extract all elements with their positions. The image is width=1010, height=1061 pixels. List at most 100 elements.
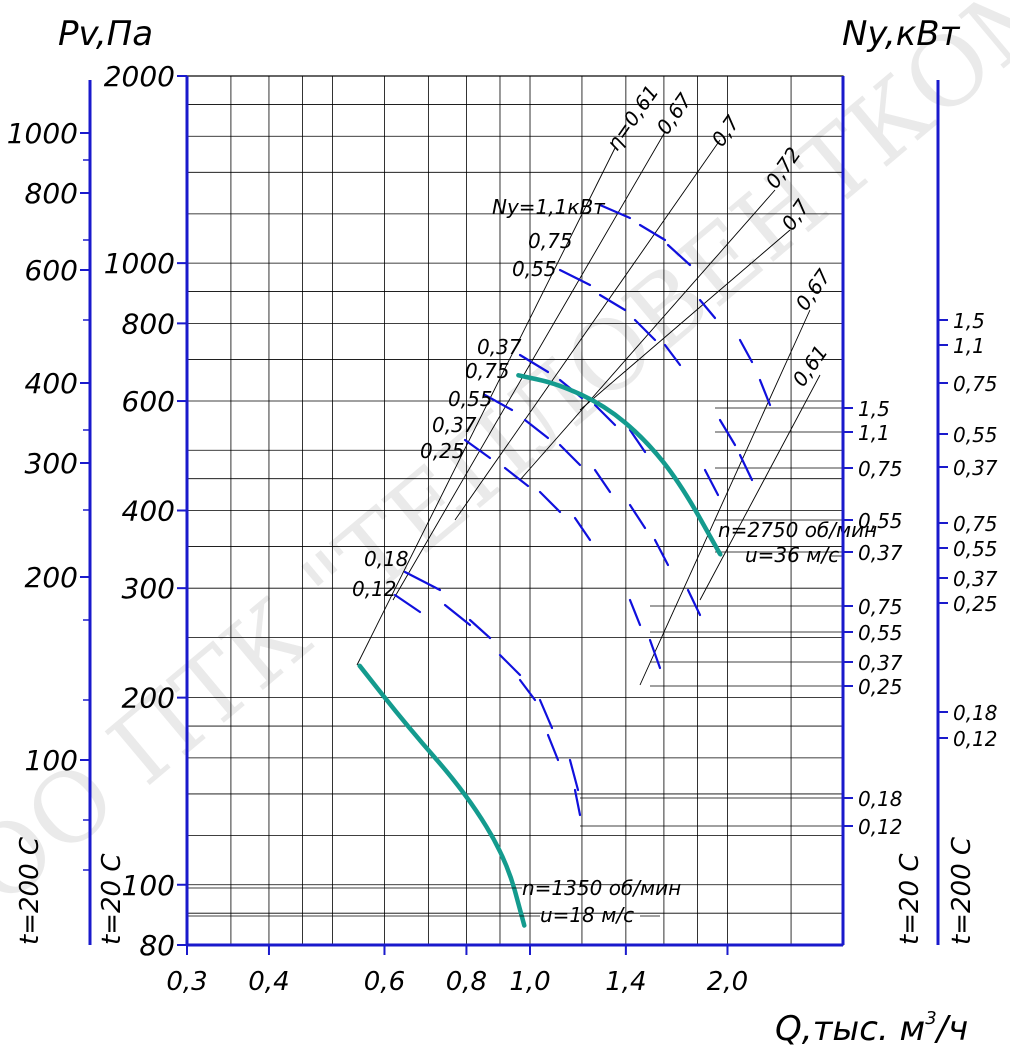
pressure-tick-label: 1000	[104, 247, 175, 280]
chart-axes: 0,3 0,4 0,6 0,8 1,0 1,4 2,0 80 100 200 300 400 600 80…	[7, 60, 998, 997]
power-200c-tick-label: 1,5	[953, 309, 985, 333]
temp-label-right-20c: t=20 С	[895, 853, 925, 945]
power-dashes: Ny=1,1кВт0,750,550,370,750,550,370,250,1…	[352, 195, 772, 817]
efficiency-label: 0,7	[706, 111, 744, 151]
pressure-200c-tick-label: 100	[25, 744, 78, 777]
x-axis-title-tail: /ч	[934, 1009, 969, 1049]
pressure-tick-label: 600	[122, 385, 175, 418]
annotation-high-velocity: u=36 м/с	[745, 543, 839, 567]
power-label-lower: 0,12	[352, 577, 397, 601]
efficiency-ray	[454, 139, 721, 521]
power-dash	[663, 343, 682, 367]
power-200c-tick-label: 0,18	[953, 701, 998, 725]
left-axis-title: Pv,Па	[58, 14, 153, 54]
power-dash	[593, 468, 612, 494]
efficiency-label: 0,67	[790, 264, 835, 314]
power-20c-tick-label: 0,25	[858, 675, 903, 699]
power-label-middle: 0,75	[465, 359, 510, 383]
pressure-tick-label: 400	[122, 495, 175, 528]
efficiency-ray	[392, 131, 666, 601]
pressure-200c-tick-label: 1000	[7, 117, 78, 150]
power-dash	[443, 603, 472, 627]
x-tick-label: 1,0	[509, 967, 550, 997]
power-dash	[628, 428, 647, 454]
power-dash	[463, 438, 492, 460]
power-20c-tick-label: 0,75	[858, 457, 903, 481]
efficiency-ray	[519, 189, 776, 481]
power-dash	[538, 490, 562, 514]
power-label-upper: Ny=1,1кВт	[492, 195, 606, 219]
power-dash	[403, 570, 442, 592]
power-label-lower: 0,18	[364, 547, 409, 571]
power-dash	[593, 403, 617, 427]
power-label-middle: 0,55	[448, 387, 493, 411]
power-dash	[518, 678, 537, 702]
temp-label-left-20c: t=20 С	[97, 853, 127, 945]
pressure-tick-label: 800	[122, 307, 175, 340]
power-dash	[393, 593, 422, 614]
chart-labels: Pv,Па Ny,кВт Q,тыс. м3/ч	[58, 14, 968, 1049]
efficiency-ray	[356, 147, 616, 666]
temp-label-right-200c: t=200 С	[947, 836, 977, 945]
efficiency-ray	[579, 229, 791, 411]
power-200c-tick-label: 0,75	[953, 372, 998, 396]
power-20c-tick-label: 0,75	[858, 595, 903, 619]
power-dash	[558, 443, 582, 467]
power-dash	[498, 653, 522, 677]
power-dash	[758, 378, 772, 407]
temp-label-left-200c: t=200 С	[15, 836, 45, 945]
x-tick-label: 2,0	[707, 967, 748, 997]
power-dash	[483, 393, 514, 412]
x-tick-label: 0,8	[446, 967, 487, 997]
x-axis-title-main: Q,тыс. м	[775, 1009, 925, 1049]
power-dash	[638, 223, 667, 242]
power-label-upper: 0,75	[528, 229, 573, 253]
power-dash	[648, 638, 662, 670]
pressure-200c-tick-label: 200	[25, 561, 78, 594]
power-dash	[468, 618, 492, 640]
power-dash	[653, 538, 670, 567]
power-dash	[666, 243, 692, 267]
pressure-tick-label: 200	[122, 682, 175, 715]
x-tick-label: 0,6	[364, 967, 405, 997]
speed-curve-1	[357, 663, 527, 928]
efficiency-label: 0,61	[787, 341, 832, 391]
power-200c-tick-label: 0,37	[953, 567, 998, 591]
pressure-200c-tick-label: 300	[25, 447, 78, 480]
power-dash	[738, 338, 754, 364]
annotation-low-speed: n=1350 об/мин	[522, 876, 681, 900]
x-axis-title: Q,тыс. м3/ч	[775, 1008, 968, 1049]
x-axis-title-sup: 3	[925, 1008, 936, 1029]
power-label-middle: 0,25	[420, 439, 465, 463]
power-dash	[523, 418, 550, 440]
power-dash	[718, 418, 737, 447]
power-dash	[738, 453, 754, 482]
speed-curve-0	[516, 373, 723, 557]
power-20c-tick-label: 0,55	[858, 509, 903, 533]
power-200c-tick-label: 1,1	[953, 334, 985, 358]
pressure-200c-tick-label: 400	[25, 367, 78, 400]
power-200c-tick-label: 0,55	[953, 537, 998, 561]
power-label-upper: 0,55	[512, 257, 557, 281]
power-dash	[558, 268, 592, 287]
annotation-low-velocity: u=18 м/с	[540, 903, 634, 927]
power-20c-tick-label: 1,5	[858, 397, 890, 421]
power-dash	[573, 516, 592, 542]
power-20c-tick-label: 0,12	[858, 815, 903, 839]
right-axis-title: Ny,кВт	[842, 14, 961, 54]
power-dash	[703, 468, 720, 497]
power-dash	[598, 293, 627, 312]
power-20c-tick-label: 1,1	[858, 421, 890, 445]
efficiency-ray	[699, 374, 821, 601]
power-200c-tick-label: 0,12	[953, 727, 998, 751]
power-20c-tick-label: 0,37	[858, 651, 903, 675]
power-dash	[628, 503, 647, 530]
power-dash	[598, 203, 632, 220]
power-dash	[518, 353, 550, 374]
pressure-200c-tick-label: 800	[25, 177, 78, 210]
power-dash	[538, 698, 554, 730]
power-200c-tick-label: 0,37	[953, 456, 998, 480]
power-dash	[698, 298, 717, 320]
